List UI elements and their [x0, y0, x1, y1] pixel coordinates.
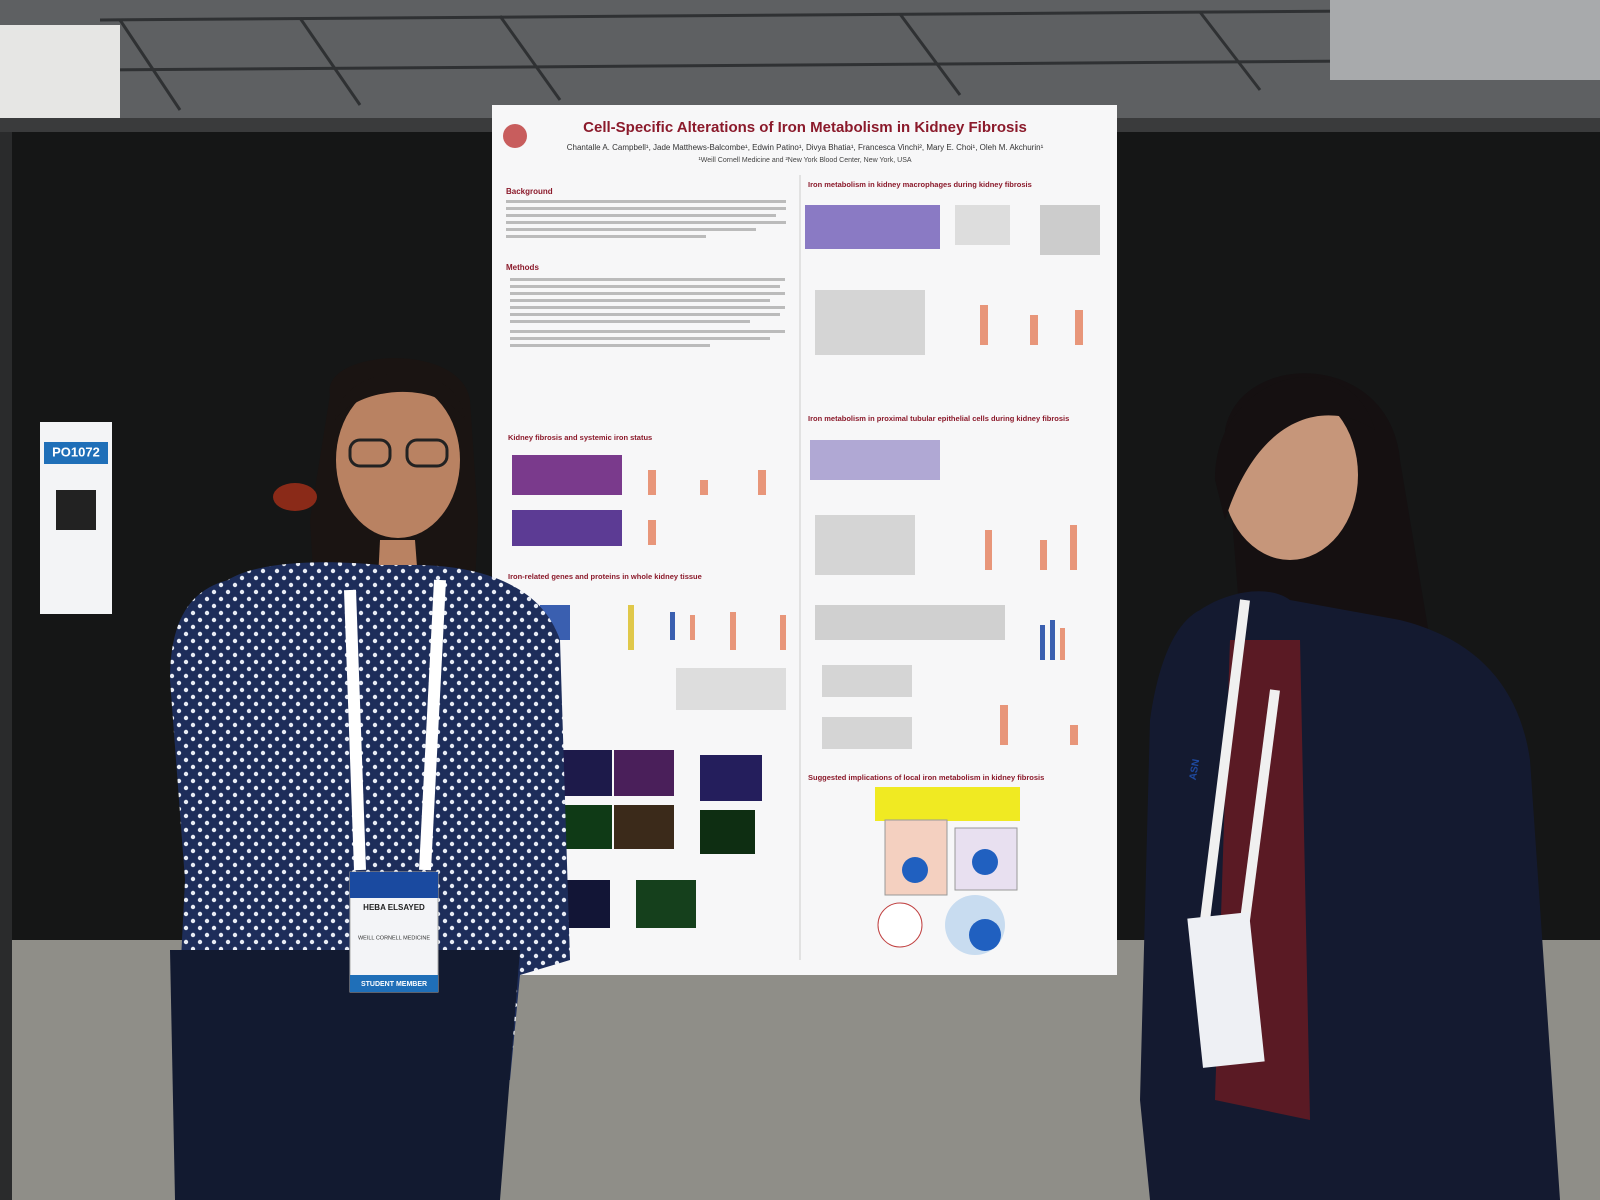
lanyard-text: ASN [1188, 758, 1203, 781]
bar-plots [980, 305, 1083, 345]
board-tag-text: PO1072 [52, 444, 100, 459]
bar-plots [648, 470, 766, 545]
tag-label-bg [44, 442, 108, 464]
section-heading: Kidney fibrosis and systemic iron status [508, 433, 652, 442]
poster-affiliation: ¹Weill Cornell Medicine and ²New York Bl… [698, 157, 911, 164]
section-heading: Iron-related genes and proteins in whole… [508, 572, 702, 581]
wall-sign [0, 25, 120, 125]
section-heading: Methods [506, 263, 539, 272]
poster-authors: Chantalle A. Campbell¹, Jade Matthews-Ba… [567, 143, 1044, 152]
person-left: HEBA ELSAYED WEILL CORNELL MEDICINE STUD… [170, 358, 570, 1200]
section-heading: Iron metabolism in kidney macrophages du… [808, 180, 1032, 189]
schematic [875, 787, 1020, 955]
western-blot [822, 665, 912, 697]
section-heading: Background [506, 187, 553, 196]
western-blot [822, 717, 912, 749]
logo [503, 124, 527, 148]
section-heading: Iron metabolism in proximal tubular epit… [808, 414, 1069, 423]
western-blot [815, 515, 915, 575]
duct [1330, 0, 1600, 80]
western-blot [815, 290, 925, 355]
person-right: ASN [1140, 373, 1560, 1200]
qr-code [56, 490, 96, 530]
ceiling-trusses [99, 8, 1501, 111]
section-heading: Suggested implications of local iron met… [808, 773, 1044, 782]
badge-name: HEBA ELSAYED [363, 903, 425, 912]
western-blot [815, 605, 1005, 640]
board-post [0, 132, 12, 1200]
text-block [510, 278, 785, 347]
western-blot [676, 668, 786, 710]
histology-image [805, 205, 940, 249]
western-blot [1040, 205, 1100, 255]
histology-image [512, 510, 622, 546]
bar-plots [985, 525, 1078, 745]
histology-image [512, 455, 622, 495]
badge-institution: WEILL CORNELL MEDICINE [358, 935, 430, 941]
badge-member: STUDENT MEMBER [361, 981, 427, 988]
bar-plots [628, 605, 786, 650]
text-block [506, 200, 786, 238]
poster-title: Cell-Specific Alterations of Iron Metabo… [583, 119, 1027, 136]
western-blot [955, 205, 1010, 245]
histology-image [810, 440, 940, 480]
